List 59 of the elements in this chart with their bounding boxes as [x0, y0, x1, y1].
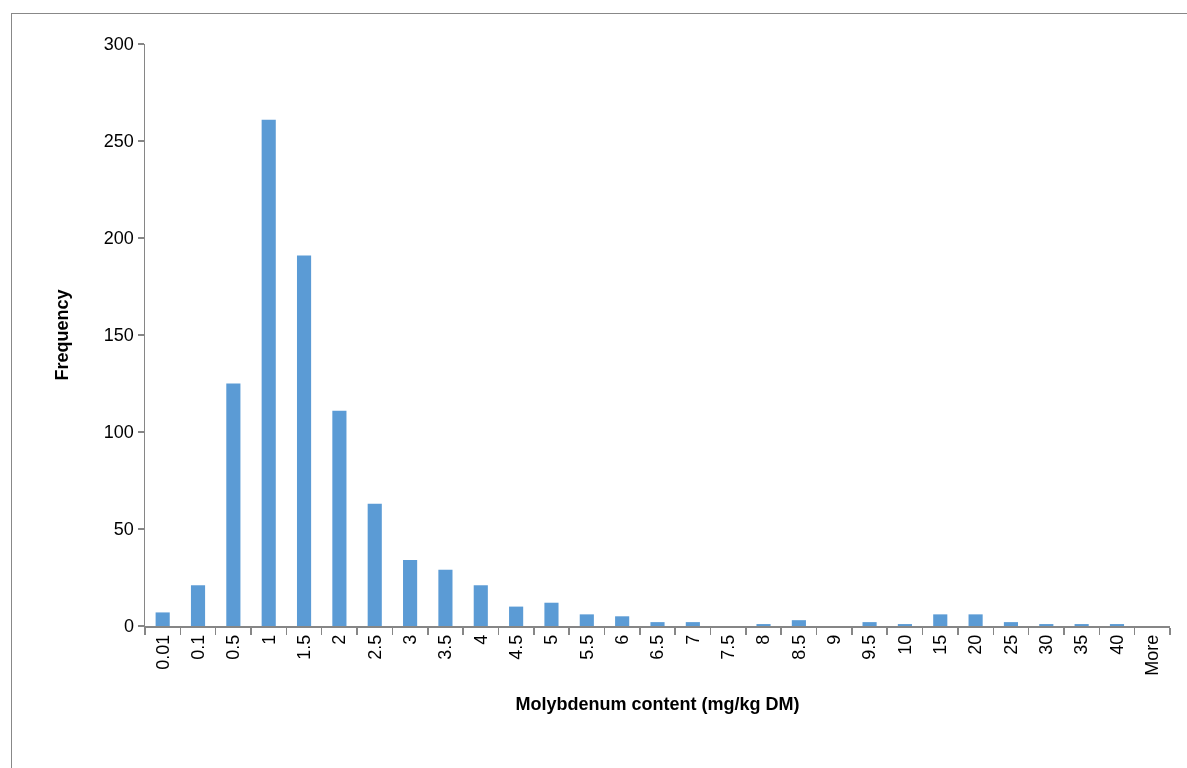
bar [155, 612, 170, 626]
x-tick-label: 3.5 [435, 634, 456, 660]
x-tick-label: 1.5 [293, 634, 314, 660]
x-tick-label: 9.5 [859, 634, 880, 660]
bar [544, 602, 559, 626]
bar [473, 585, 488, 626]
x-tick-label: 8 [753, 634, 774, 645]
x-tick-label: 7 [682, 634, 703, 645]
x-tick-label: 1 [258, 634, 279, 645]
bar [933, 614, 948, 626]
x-tick-label: More [1142, 634, 1163, 676]
x-tick-label: 0.1 [187, 634, 208, 660]
bar [1003, 622, 1019, 626]
x-tick-label: 6.5 [647, 634, 668, 660]
y-tick-label: 250 [103, 131, 134, 152]
y-tick-label: 100 [103, 422, 134, 443]
bar [332, 410, 347, 626]
x-tick-label: 25 [1000, 634, 1021, 655]
bar [403, 560, 418, 626]
y-axis-title: Frequency [52, 289, 73, 381]
x-tick-label: 4 [470, 634, 491, 645]
x-tick-label: 3 [399, 634, 420, 645]
bar [438, 569, 453, 626]
x-tick-label: 30 [1036, 634, 1057, 655]
bar [261, 119, 276, 626]
bar [226, 383, 241, 626]
y-tick-label: 50 [113, 519, 134, 540]
bar [791, 620, 806, 626]
x-tick-label: 6 [612, 634, 633, 645]
bar [296, 255, 312, 626]
x-tick-label: 5 [541, 634, 562, 645]
x-tick-label: 2.5 [364, 634, 385, 660]
x-tick-label: 35 [1071, 634, 1092, 655]
bar [650, 622, 665, 626]
bar [968, 614, 983, 626]
x-tick-label: 15 [930, 634, 951, 655]
x-tick-label: 7.5 [718, 634, 739, 660]
x-tick-label: 40 [1106, 634, 1127, 655]
bar [367, 503, 382, 626]
x-axis-title: Molybdenum content (mg/kg DM) [515, 693, 800, 714]
y-tick-label: 0 [123, 616, 134, 637]
y-tick-label: 150 [103, 325, 134, 346]
bar [862, 622, 877, 626]
y-tick-label: 300 [103, 34, 134, 55]
bar [615, 616, 630, 626]
x-tick-label: 0.5 [223, 634, 244, 660]
x-tick-label: 20 [965, 634, 986, 655]
x-tick-label: 0.01 [152, 634, 173, 670]
x-tick-label: 9 [824, 634, 845, 645]
bar [685, 622, 700, 626]
x-tick-label: 4.5 [505, 634, 526, 660]
x-tick-label: 2 [329, 634, 350, 645]
bar [190, 585, 206, 626]
y-tick-label: 200 [103, 228, 134, 249]
bar [509, 606, 524, 626]
x-tick-label: 8.5 [788, 634, 809, 660]
bar [579, 614, 594, 626]
x-tick-label: 10 [894, 634, 915, 655]
x-tick-label: 5.5 [576, 634, 597, 660]
